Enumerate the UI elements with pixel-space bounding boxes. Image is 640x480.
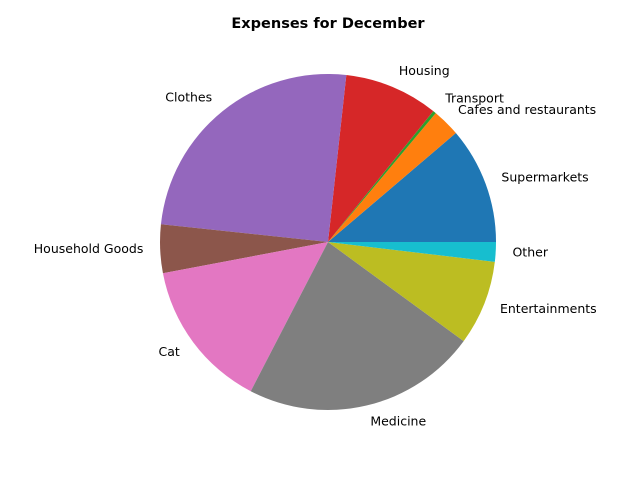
pie-slice-transport (328, 111, 436, 243)
pie-slice-other (328, 242, 496, 262)
pie-slice-medicine (250, 242, 464, 411)
pie-label-transport: Transport (444, 91, 504, 106)
pie-label-entertainments: Entertainments (500, 301, 597, 316)
pie-label-household-goods: Household Goods (34, 241, 144, 256)
pie-slices (160, 73, 496, 411)
chart-title: Expenses for December (231, 16, 425, 32)
pie-label-housing: Housing (399, 63, 450, 78)
pie-label-medicine: Medicine (370, 413, 426, 428)
pie-slice-housing (328, 75, 434, 242)
pie-label-cafes-and-restaurants: Cafes and restaurants (458, 102, 596, 117)
pie-slice-supermarkets (328, 133, 496, 242)
pie-slice-entertainments (328, 242, 495, 342)
pie-slice-household-goods (160, 224, 328, 274)
pie-label-other: Other (512, 244, 548, 259)
pie-label-clothes: Clothes (165, 90, 212, 105)
pie-slice-cafes-and-restaurants (328, 113, 456, 243)
pie-slice-cat (162, 242, 328, 392)
pie-label-cat: Cat (158, 344, 179, 359)
pie-label-supermarkets: Supermarkets (501, 170, 588, 185)
pie-slice-clothes (160, 73, 347, 243)
pie-labels: Supermarkets Cafes and restaurantsTranspo… (34, 63, 597, 429)
